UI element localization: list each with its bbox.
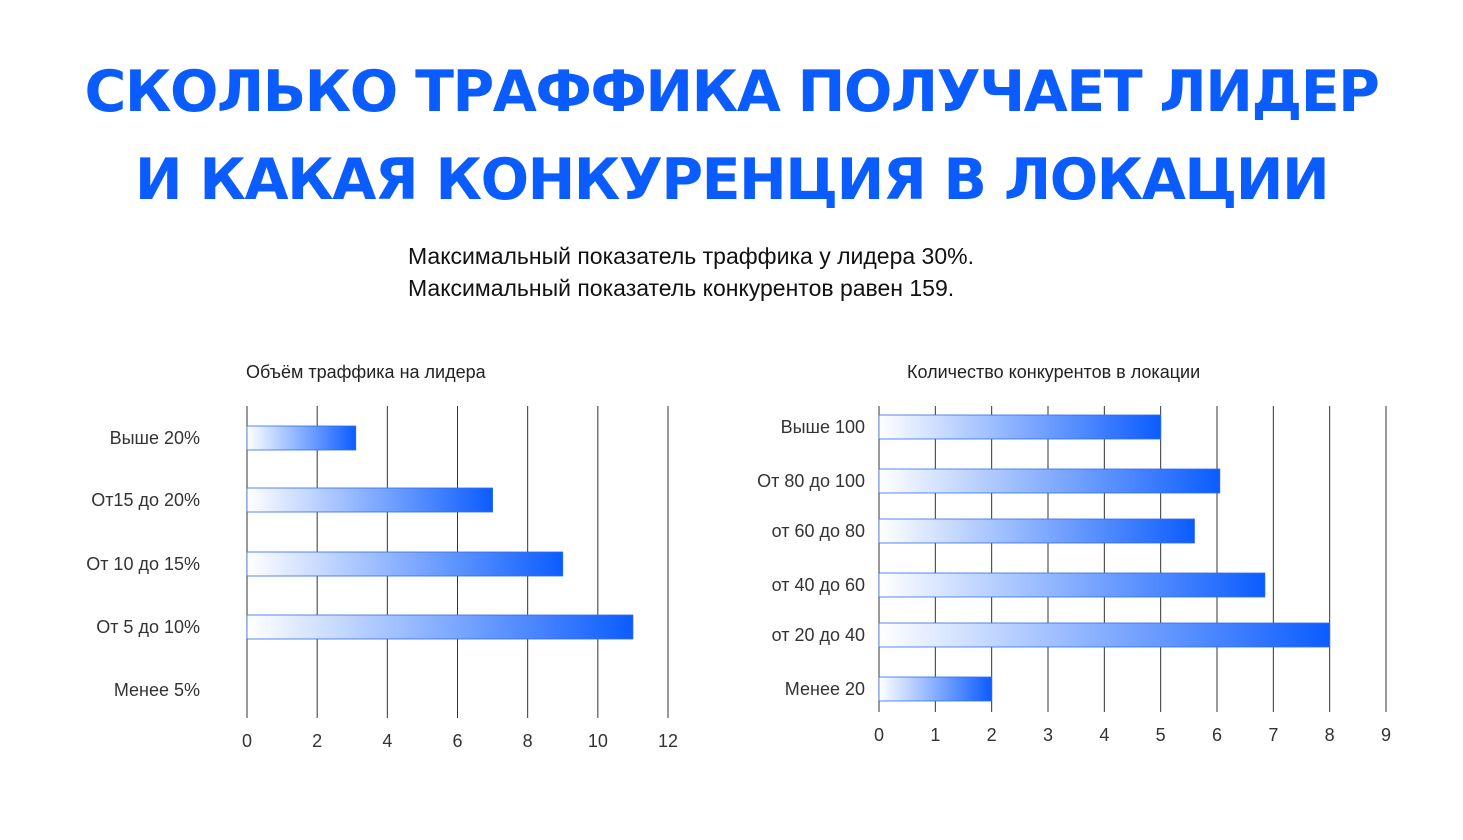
- chart-2-tick-label: 0: [874, 725, 884, 745]
- page-title: СКОЛЬКО ТРАФФИКА ПОЛУЧАЕТ ЛИДЕР И КАКАЯ …: [0, 48, 1463, 224]
- chart-1-bar: [246, 614, 634, 640]
- chart-2-tick-label: 9: [1381, 725, 1391, 745]
- chart-2-tick-label: 4: [1099, 725, 1109, 745]
- chart-1-tick-label: 4: [382, 731, 392, 751]
- chart-1-bar: [246, 487, 493, 513]
- chart-1-tick-label: 2: [312, 731, 322, 751]
- chart-1-tick-label: 10: [588, 731, 608, 751]
- chart-2-bar: [878, 414, 1162, 440]
- chart-2-tick-label: 2: [987, 725, 997, 745]
- chart-2-category-label: от 60 до 80: [772, 521, 865, 541]
- chart-1-tick-label: 12: [658, 731, 678, 751]
- chart-2-title: Количество конкурентов в локации: [907, 362, 1201, 382]
- chart-2-bar: [878, 676, 993, 702]
- chart-1-tick-label: 0: [242, 731, 252, 751]
- chart-1-bar: [246, 551, 564, 577]
- chart-2-tick-label: 5: [1156, 725, 1166, 745]
- title-line-2: И КАКАЯ КОНКУРЕНЦИЯ В ЛОКАЦИИ: [134, 147, 1330, 213]
- chart-2-category-label: Менее 20: [785, 679, 865, 699]
- chart-1-category-label: От15 до 20%: [91, 490, 200, 510]
- chart-2-tick-label: 7: [1268, 725, 1278, 745]
- chart-2-tick-label: 1: [930, 725, 940, 745]
- chart-2-tick-label: 3: [1043, 725, 1053, 745]
- subtitle-line-2: Максимальный показатель конкурентов раве…: [408, 275, 955, 301]
- chart-1-bar: [246, 425, 357, 451]
- chart-2-bar: [878, 572, 1266, 598]
- chart-2-bar: [878, 622, 1331, 648]
- chart-2-category-label: От 80 до 100: [757, 471, 865, 491]
- subtitle: Максимальный показатель траффика у лидер…: [408, 240, 974, 304]
- chart-1-category-label: От 10 до 15%: [86, 554, 200, 574]
- title-line-1: СКОЛЬКО ТРАФФИКА ПОЛУЧАЕТ ЛИДЕР: [84, 59, 1380, 125]
- chart-2-tick-label: 8: [1325, 725, 1335, 745]
- chart-2-category-label: от 20 до 40: [772, 625, 865, 645]
- chart-2-bar: [878, 518, 1195, 544]
- chart-2-category-label: Выше 100: [781, 417, 865, 437]
- chart-1-title: Объём траффика на лидера: [246, 362, 486, 382]
- chart-2-category-label: от 40 до 60: [772, 575, 865, 595]
- chart-1-category-label: Менее 5%: [114, 680, 200, 700]
- chart-1-tick-label: 8: [523, 731, 533, 751]
- chart-1-tick-label: 6: [452, 731, 462, 751]
- chart-2-tick-label: 6: [1212, 725, 1222, 745]
- chart-1-category-label: От 5 до 10%: [96, 617, 200, 637]
- chart-2-bar: [878, 468, 1221, 494]
- subtitle-line-1: Максимальный показатель траффика у лидер…: [408, 243, 974, 269]
- chart-1-category-label: Выше 20%: [110, 428, 200, 448]
